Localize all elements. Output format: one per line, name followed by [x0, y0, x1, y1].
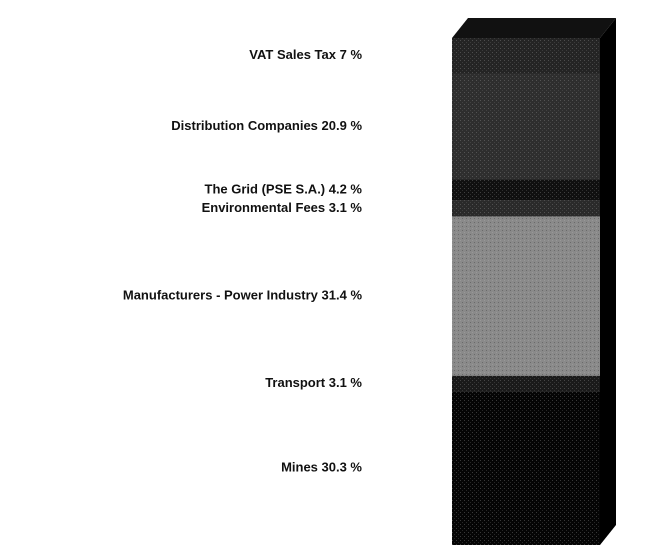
segment-texture: [452, 38, 600, 73]
segment-texture: [452, 179, 600, 200]
chart: Mines 30.3 % Transport 3.1 % Manufacturers…: [0, 0, 656, 549]
bar-side: [600, 18, 616, 545]
segment-texture: [452, 391, 600, 545]
segment-label: Distribution Companies 20.9 %: [171, 118, 362, 133]
segment-label: VAT Sales Tax 7 %: [249, 47, 362, 62]
segment-label: The Grid (PSE S.A.) 4.2 %: [205, 182, 363, 197]
segment-texture: [452, 216, 600, 375]
segment-texture: [452, 73, 600, 179]
segment-texture: [452, 376, 600, 392]
segment-label: Transport 3.1 %: [265, 375, 362, 390]
bar-top: [452, 18, 616, 38]
segment-label: Mines 30.3 %: [281, 460, 362, 475]
segment-label: Manufacturers - Power Industry 31.4 %: [123, 288, 363, 303]
segment-label: Environmental Fees 3.1 %: [202, 200, 363, 215]
segment-texture: [452, 201, 600, 217]
